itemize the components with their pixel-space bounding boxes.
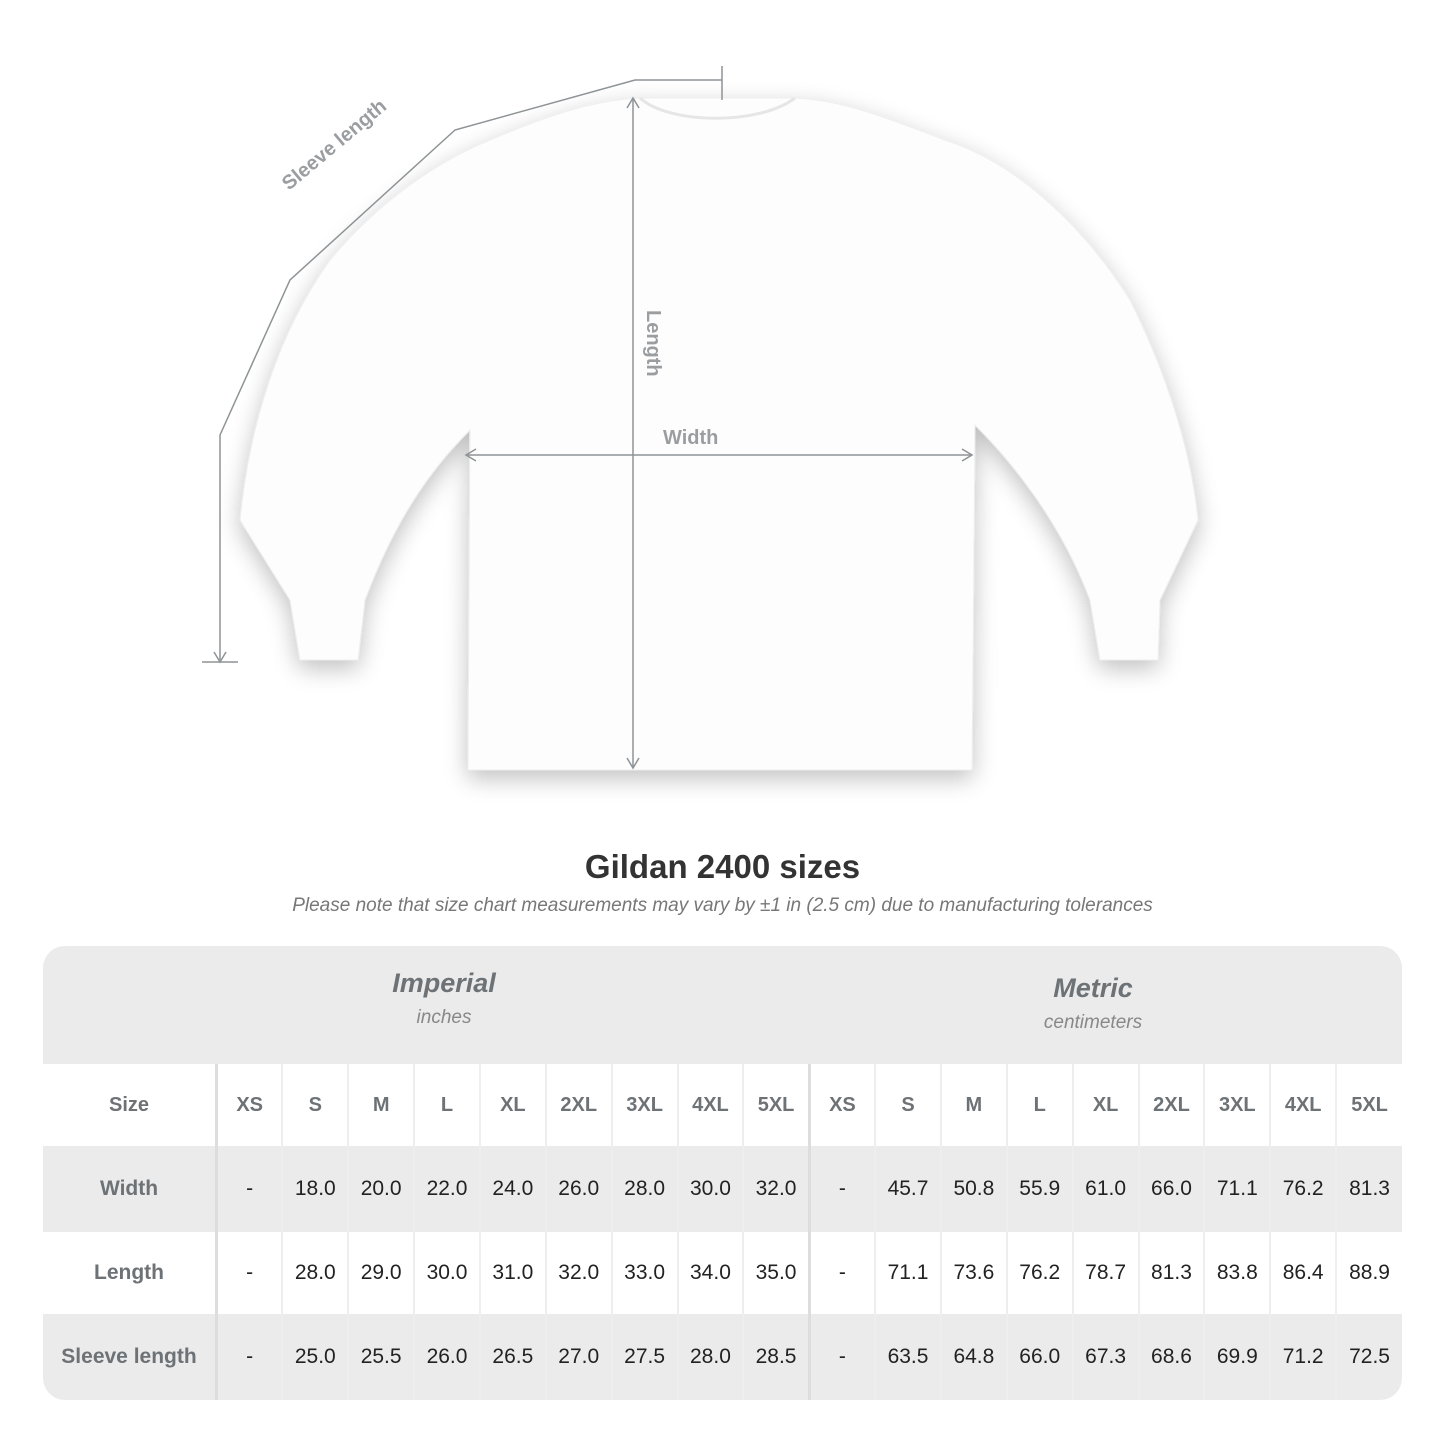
imperial-unit: inches [416, 1007, 472, 1028]
metric-size-header: L [1005, 1064, 1073, 1146]
metric-value-cell: 50.8 [939, 1146, 1007, 1232]
imperial-header: Imperial inches [244, 968, 644, 1029]
imperial-value-cell: 31.0 [478, 1232, 546, 1314]
imperial-size-header: 5XL [742, 1064, 810, 1146]
imperial-size-header: XL [478, 1064, 546, 1146]
size-table: Size XS S M L XL 2XL 3XL 4XL 5XL XS S M L XL 2XL 3XL 4XL 5… [43, 1064, 1402, 1400]
metric-value-cell: 76.2 [1269, 1146, 1337, 1232]
imperial-value-cell: 28.0 [281, 1232, 349, 1314]
metric-value-cell: 68.6 [1137, 1314, 1205, 1400]
imperial-value-cell: 26.0 [413, 1314, 480, 1400]
imperial-value-cell: 29.0 [347, 1232, 415, 1314]
imperial-value-cell: 26.0 [544, 1146, 612, 1232]
metric-value-cell: 45.7 [874, 1146, 941, 1232]
metric-value-cell: 66.0 [1005, 1314, 1073, 1400]
metric-value-cell: - [807, 1146, 876, 1232]
imperial-value-cell: 27.5 [610, 1314, 678, 1400]
metric-value-cell: 78.7 [1071, 1232, 1139, 1314]
metric-value-cell: 71.2 [1269, 1314, 1337, 1400]
metric-value-cell: 71.1 [874, 1232, 941, 1314]
metric-size-header: M [939, 1064, 1007, 1146]
imperial-size-header: M [347, 1064, 415, 1146]
metric-size-header: 4XL [1269, 1064, 1337, 1146]
metric-value-cell: 76.2 [1005, 1232, 1073, 1314]
imperial-size-header: L [413, 1064, 480, 1146]
metric-size-header: 3XL [1203, 1064, 1271, 1146]
imperial-value-cell: 18.0 [281, 1146, 349, 1232]
long-sleeve-shirt [239, 96, 1199, 771]
metric-value-cell: 64.8 [939, 1314, 1007, 1400]
metric-title: Metric [1053, 973, 1133, 1003]
metric-value-cell: 66.0 [1137, 1146, 1205, 1232]
tolerance-note: Please note that size chart measurements… [292, 895, 1153, 916]
metric-value-cell: 81.3 [1137, 1232, 1205, 1314]
imperial-value-cell: 28.0 [610, 1146, 678, 1232]
imperial-size-header: 2XL [544, 1064, 612, 1146]
metric-value-cell: 73.6 [939, 1232, 1007, 1314]
metric-value-cell: 72.5 [1335, 1314, 1402, 1400]
imperial-value-cell: - [215, 1232, 283, 1314]
imperial-value-cell: 24.0 [478, 1146, 546, 1232]
imperial-value-cell: 30.0 [413, 1232, 480, 1314]
size-header-label: Size [43, 1064, 218, 1146]
width-label: Width [663, 427, 719, 449]
imperial-value-cell: 33.0 [610, 1232, 678, 1314]
metric-value-cell: 63.5 [874, 1314, 941, 1400]
imperial-size-header: 3XL [610, 1064, 678, 1146]
shirt-illustration [202, 66, 1199, 771]
imperial-value-cell: 32.0 [742, 1146, 810, 1232]
size-header-row: Size XS S M L XL 2XL 3XL 4XL 5XL XS S M L XL 2XL 3XL 4XL 5… [43, 1064, 1402, 1146]
imperial-size-header: XS [215, 1064, 283, 1146]
table-row: Width -18.0 20.0 22.0 24.0 26.0 28.0 30.0 32.0-4… [43, 1146, 1402, 1232]
imperial-value-cell: 20.0 [347, 1146, 415, 1232]
length-label: Length [642, 310, 664, 377]
metric-size-header: 5XL [1335, 1064, 1402, 1146]
imperial-value-cell: 27.0 [544, 1314, 612, 1400]
imperial-size-header: S [281, 1064, 349, 1146]
row-label: Width [43, 1146, 218, 1232]
imperial-value-cell: 30.0 [676, 1146, 744, 1232]
metric-value-cell: 69.9 [1203, 1314, 1271, 1400]
imperial-value-cell: - [215, 1314, 283, 1400]
imperial-title: Imperial [392, 968, 496, 998]
metric-header: Metric centimeters [893, 973, 1293, 1034]
imperial-value-cell: 25.5 [347, 1314, 415, 1400]
table-row: Length -28.0 29.0 30.0 31.0 32.0 33.0 34.0 35.0-… [43, 1232, 1402, 1314]
imperial-value-cell: 25.0 [281, 1314, 349, 1400]
row-label: Length [43, 1232, 218, 1314]
metric-value-cell: 61.0 [1071, 1146, 1139, 1232]
metric-value-cell: - [807, 1314, 876, 1400]
metric-value-cell: 81.3 [1335, 1146, 1402, 1232]
page-title: Gildan 2400 sizes [584, 848, 861, 885]
metric-unit: centimeters [1043, 1012, 1143, 1033]
imperial-value-cell: - [215, 1146, 283, 1232]
size-table-card: Imperial inches Metric centimeters Size X… [43, 946, 1402, 1400]
table-row: Sleeve length -25.0 25.5 26.0 26.5 27.0 27.5 28… [43, 1314, 1402, 1400]
metric-value-cell: 83.8 [1203, 1232, 1271, 1314]
imperial-value-cell: 22.0 [413, 1146, 480, 1232]
row-label: Sleeve length [43, 1314, 218, 1400]
metric-value-cell: 88.9 [1335, 1232, 1402, 1314]
unit-header: Imperial inches Metric centimeters [43, 946, 1402, 1064]
metric-value-cell: 71.1 [1203, 1146, 1271, 1232]
imperial-value-cell: 26.5 [478, 1314, 546, 1400]
metric-size-header: S [874, 1064, 941, 1146]
metric-value-cell: - [807, 1232, 876, 1314]
imperial-value-cell: 32.0 [544, 1232, 612, 1314]
metric-value-cell: 86.4 [1269, 1232, 1337, 1314]
imperial-value-cell: 34.0 [676, 1232, 744, 1314]
metric-value-cell: 67.3 [1071, 1314, 1139, 1400]
imperial-value-cell: 28.0 [676, 1314, 744, 1400]
measurement-lines [202, 66, 974, 770]
imperial-value-cell: 35.0 [742, 1232, 810, 1314]
metric-size-header: 2XL [1137, 1064, 1205, 1146]
metric-value-cell: 55.9 [1005, 1146, 1073, 1232]
imperial-size-header: 4XL [676, 1064, 744, 1146]
metric-size-header: XL [1071, 1064, 1139, 1146]
imperial-value-cell: 28.5 [742, 1314, 810, 1400]
metric-size-header: XS [807, 1064, 876, 1146]
